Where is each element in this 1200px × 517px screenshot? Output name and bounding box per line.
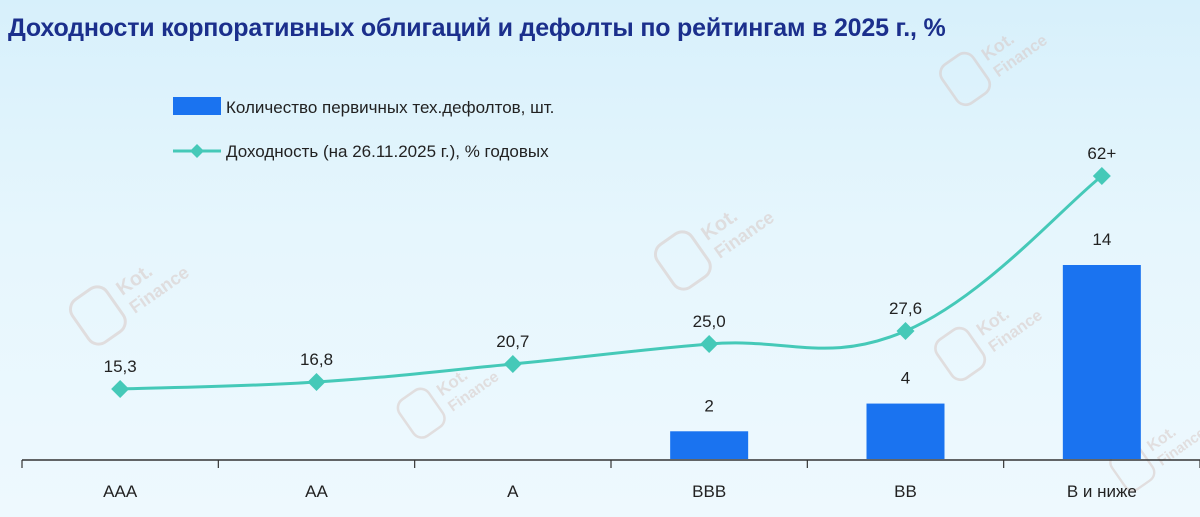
x-tick-label: BBB — [692, 482, 726, 501]
yield-value-label: 62+ — [1087, 144, 1116, 163]
chart-title: Доходности корпоративных облигаций и деф… — [8, 14, 946, 42]
bar-value-label: 2 — [704, 396, 713, 415]
yield-value-label: 16,8 — [300, 350, 333, 369]
bar-value-label: 14 — [1092, 230, 1111, 249]
bar-BBB — [670, 431, 749, 459]
legend-diamond-marker — [190, 144, 204, 158]
watermark: Kot.Finance — [653, 205, 778, 291]
bar-value-label: 4 — [901, 369, 910, 388]
watermark-cat-icon — [396, 387, 446, 439]
watermark-cat-icon — [653, 230, 712, 291]
yield-point-B и ниже — [1092, 167, 1111, 185]
x-tick-label: B и ниже — [1067, 482, 1137, 501]
x-tick-label: BB — [894, 482, 917, 501]
x-tick-label: AAA — [103, 482, 138, 501]
yield-line — [120, 174, 1103, 391]
watermark: Kot.Finance — [68, 260, 193, 346]
yield-value-label: 20,7 — [496, 332, 529, 351]
x-tick-label: A — [507, 482, 519, 501]
bar-B и ниже — [1062, 265, 1141, 459]
watermark: Kot.Finance — [934, 303, 1046, 382]
watermark-cat-icon — [939, 51, 992, 107]
yield-point-AAA — [111, 380, 130, 398]
yield-point-AA — [307, 373, 326, 391]
watermark-cat-icon — [934, 326, 987, 382]
legend-line-label: Доходность (на 26.11.2025 г.), % годовых — [226, 142, 549, 161]
legend-bar-label: Количество первичных тех.дефолтов, шт. — [226, 98, 554, 117]
bar-BB — [866, 403, 945, 459]
yield-point-A — [503, 355, 522, 373]
watermark: Kot.Finance — [396, 365, 502, 439]
watermark: Kot.Finance — [939, 28, 1051, 107]
yield-value-label: 27,6 — [889, 299, 922, 318]
watermark-cat-icon — [68, 285, 127, 346]
legend-bar-swatch — [173, 97, 221, 115]
yield-point-BBB — [700, 335, 719, 353]
legend: Количество первичных тех.дефолтов, шт. До… — [173, 97, 554, 161]
yield-value-label: 25,0 — [693, 312, 726, 331]
x-axis: AAA AA A BBB BB B и ниже — [21, 459, 1200, 501]
x-tick-label: AA — [305, 482, 328, 501]
yield-point-BB — [896, 322, 915, 340]
line-series: 15,3 16,8 20,7 25,0 27,6 62+ — [104, 144, 1116, 398]
yield-value-label: 15,3 — [104, 357, 137, 376]
watermark-layer: Kot.Finance Kot.Finance Kot.Finance Kot.Fin… — [68, 28, 1200, 492]
bar-series: 2 4 14 — [670, 230, 1141, 459]
